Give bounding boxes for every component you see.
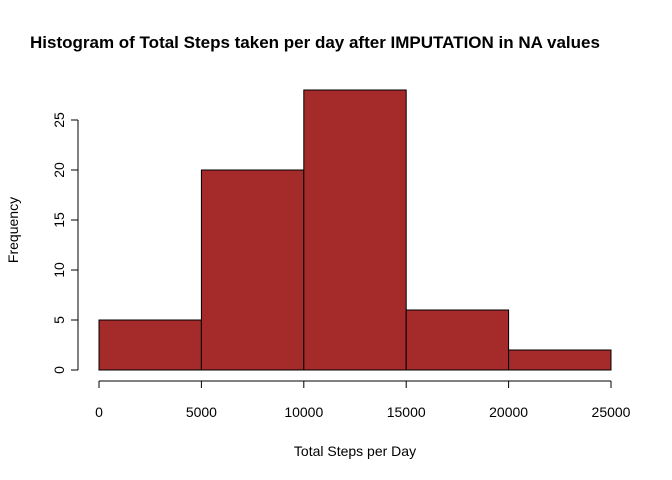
y-tick-label-3: 15: [51, 212, 67, 228]
x-tick-label-2: 10000: [284, 404, 323, 420]
y-axis: 0 5 10 15 20 25: [51, 112, 79, 374]
histogram-bar-2: [303, 89, 407, 371]
histogram-bar-0: [98, 319, 202, 371]
y-tick-label-1: 5: [51, 316, 67, 324]
x-tick-label-3: 15000: [387, 404, 426, 420]
histogram-bar-3: [405, 309, 510, 371]
y-tick-label-4: 20: [51, 162, 67, 178]
y-tick-label-2: 10: [51, 262, 67, 278]
histogram-bar-4: [508, 349, 612, 371]
y-axis-title: Frequency: [5, 197, 21, 263]
x-axis: 0 5000 10000 15000 20000 25000: [95, 380, 631, 420]
chart-title: Histogram of Total Steps taken per day a…: [30, 33, 600, 52]
x-tick-label-4: 20000: [489, 404, 528, 420]
x-tick-label-0: 0: [95, 404, 103, 420]
y-tick-label-0: 0: [51, 366, 67, 374]
x-tick-label-1: 5000: [186, 404, 217, 420]
x-tick-label-5: 25000: [592, 404, 631, 420]
histogram-bar-1: [200, 169, 305, 371]
bars-group: [98, 89, 612, 371]
x-axis-title: Total Steps per Day: [294, 443, 416, 459]
y-tick-label-5: 25: [51, 112, 67, 128]
